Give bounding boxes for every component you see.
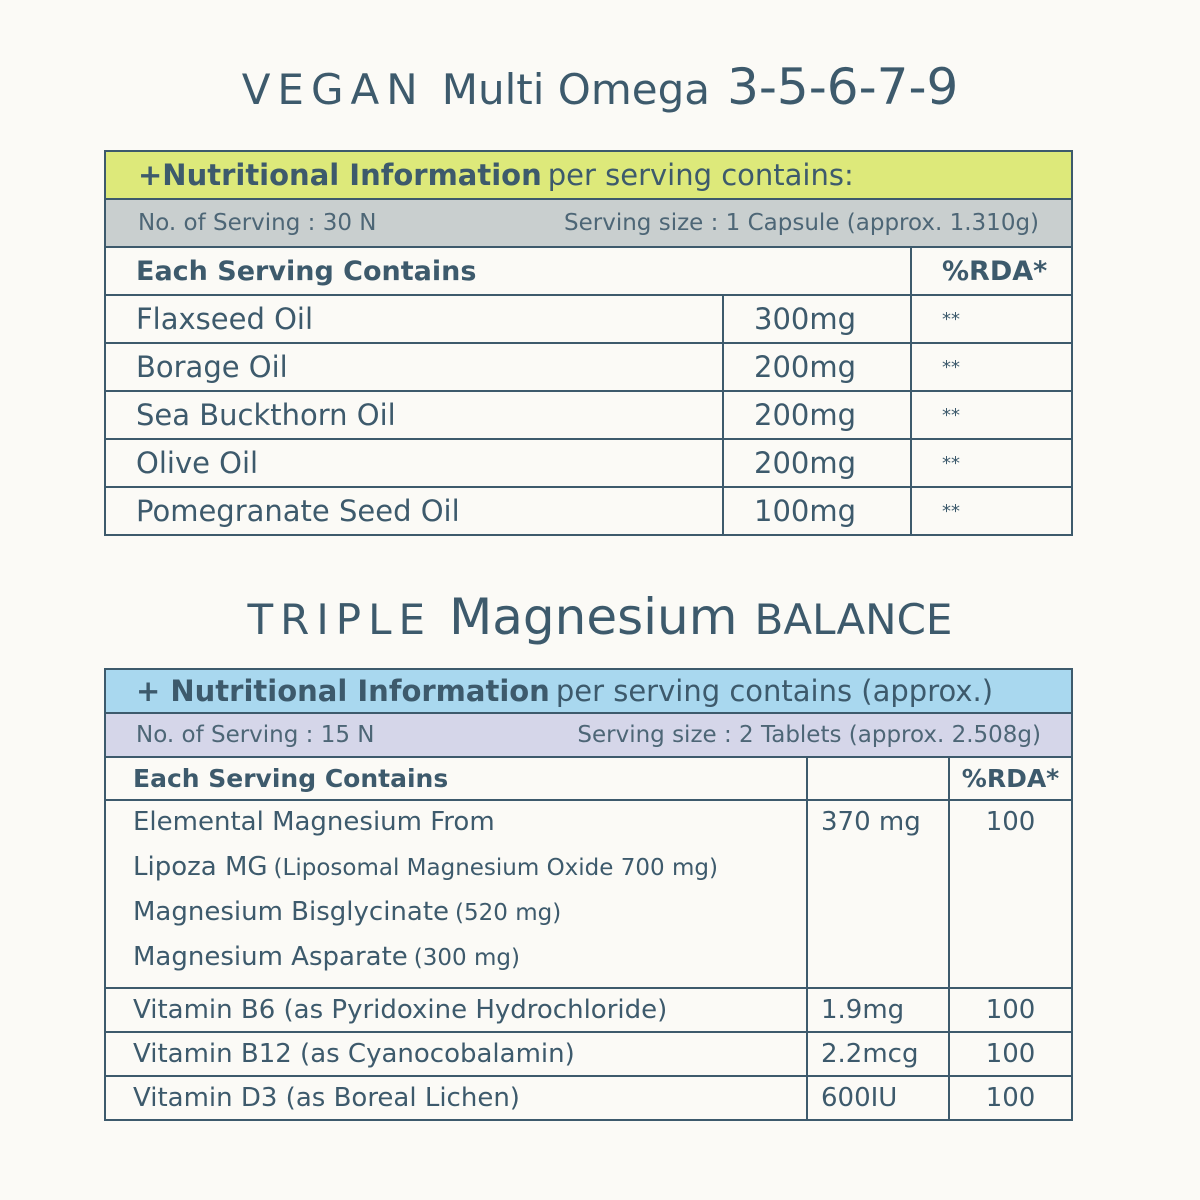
ingredient: Vitamin B12 (as Cyanocobalamin) (133, 1039, 575, 1069)
serving-size: Serving size : 2 Tablets (approx. 2.508g… (577, 722, 1042, 748)
info-rest: per serving contains: (547, 158, 854, 192)
header-label: Each Serving Contains (104, 246, 912, 296)
ingredient-note: (300 mg) (413, 945, 520, 971)
rda: 100 (947, 1075, 1074, 1121)
ingredient: Pomegranate Seed Oil (104, 486, 724, 536)
amount: 100mg (722, 486, 912, 536)
ingredient-line: Vitamin D3 (as Boreal Lichen) (133, 1083, 805, 1113)
ingredient-line: Vitamin B6 (as Pyridoxine Hydrochloride) (133, 995, 805, 1025)
title-part: Multi Omega (441, 65, 710, 114)
info-rest: per serving contains (approx.) (555, 674, 994, 708)
title-part: VEGAN (241, 65, 425, 114)
title: VEGAN Multi Omega 3-5-6-7-9 (0, 58, 1200, 116)
table-row: Vitamin B12 (as Cyanocobalamin) 2.2mcg 100 (104, 1031, 1074, 1077)
ingredient: Borage Oil (104, 342, 724, 392)
amount: 1.9mg (806, 987, 950, 1033)
serving-row: No. of Serving : 30 N Serving size : 1 Ca… (103, 198, 1074, 248)
amount: 600IU (806, 1075, 950, 1121)
header-label: Each Serving Contains (104, 756, 808, 801)
table-row: Borage Oil 200mg ** (104, 342, 1074, 392)
ingredient-line: Magnesium Asparate (300 mg) (133, 942, 805, 986)
amount: 200mg (722, 390, 912, 440)
table-row: Flaxseed Oil 300mg ** (104, 294, 1074, 344)
ingredient: Vitamin B6 (as Pyridoxine Hydrochloride) (133, 995, 668, 1025)
ingredient-cell: Vitamin B12 (as Cyanocobalamin) (104, 1031, 808, 1077)
servings: No. of Serving : 30 N (138, 210, 377, 236)
ingredient-line: Elemental Magnesium From (133, 807, 805, 852)
rda: ** (909, 438, 1074, 488)
table-row: Sea Buckthorn Oil 200mg ** (104, 390, 1074, 440)
title-part: TRIPLE (247, 595, 433, 644)
rda: 100 (947, 1031, 1074, 1077)
ingredient-cell: Elemental Magnesium From Lipoza MG (Liposo… (104, 799, 808, 989)
table-row: Vitamin B6 (as Pyridoxine Hydrochloride)… (104, 987, 1074, 1033)
table-row: Olive Oil 200mg ** (104, 438, 1074, 488)
amount: 200mg (722, 438, 912, 488)
ingredient: Magnesium Asparate (133, 942, 408, 972)
info-bold: + Nutritional Information (136, 674, 550, 708)
ingredient-cell: Vitamin D3 (as Boreal Lichen) (104, 1075, 808, 1121)
ingredient-cell: Vitamin B6 (as Pyridoxine Hydrochloride) (104, 987, 808, 1033)
amount: 2.2mcg (806, 1031, 950, 1077)
rda: 100 (947, 987, 1074, 1033)
serving-row: No. of Serving : 15 N Serving size : 2 Ta… (103, 712, 1074, 758)
info-row: +Nutritional Information per serving cont… (103, 150, 1074, 200)
rda: 100 (947, 799, 1074, 989)
ingredient: Olive Oil (104, 438, 724, 488)
table-row: Pomegranate Seed Oil 100mg ** (104, 486, 1074, 536)
title: TRIPLE Magnesium BALANCE (0, 588, 1200, 646)
serving-size: Serving size : 1 Capsule (approx. 1.310g… (564, 210, 1040, 236)
ingredient: Magnesium Bisglycinate (133, 897, 450, 927)
rda: ** (909, 486, 1074, 536)
amount: 370 mg (806, 799, 950, 989)
info-bold: +Nutritional Information (138, 158, 542, 192)
header-rda: %RDA* (947, 756, 1074, 801)
ingredient-note: (Liposomal Magnesium Oxide 700 mg) (273, 855, 718, 881)
ingredient-note: (520 mg) (455, 900, 562, 926)
header-rda: %RDA* (909, 246, 1074, 296)
nutrition-table: +Nutritional Information per serving cont… (103, 150, 1074, 536)
nutrition-table: + Nutritional Information per serving con… (103, 668, 1074, 1121)
title-part: 3-5-6-7-9 (727, 58, 959, 116)
ingredient: Elemental Magnesium From (133, 807, 495, 837)
ingredient: Sea Buckthorn Oil (104, 390, 724, 440)
table-row: Elemental Magnesium From Lipoza MG (Liposo… (104, 799, 1074, 989)
title-part: BALANCE (754, 595, 953, 644)
ingredient: Flaxseed Oil (104, 294, 724, 344)
amount: 300mg (722, 294, 912, 344)
table-row: Vitamin D3 (as Boreal Lichen) 600IU 100 (104, 1075, 1074, 1121)
title-part: Magnesium (449, 588, 738, 646)
rda: ** (909, 342, 1074, 392)
ingredient-line: Magnesium Bisglycinate (520 mg) (133, 897, 805, 942)
amount: 200mg (722, 342, 912, 392)
rda: ** (909, 294, 1074, 344)
rda: ** (909, 390, 1074, 440)
ingredient-line: Lipoza MG (Liposomal Magnesium Oxide 700 … (133, 852, 805, 897)
header-empty (806, 756, 950, 801)
info-row: + Nutritional Information per serving con… (103, 668, 1074, 714)
ingredient-line: Vitamin B12 (as Cyanocobalamin) (133, 1039, 805, 1069)
servings: No. of Serving : 15 N (136, 722, 375, 748)
ingredient: Lipoza MG (133, 852, 268, 882)
ingredient: Vitamin D3 (as Boreal Lichen) (133, 1083, 520, 1113)
